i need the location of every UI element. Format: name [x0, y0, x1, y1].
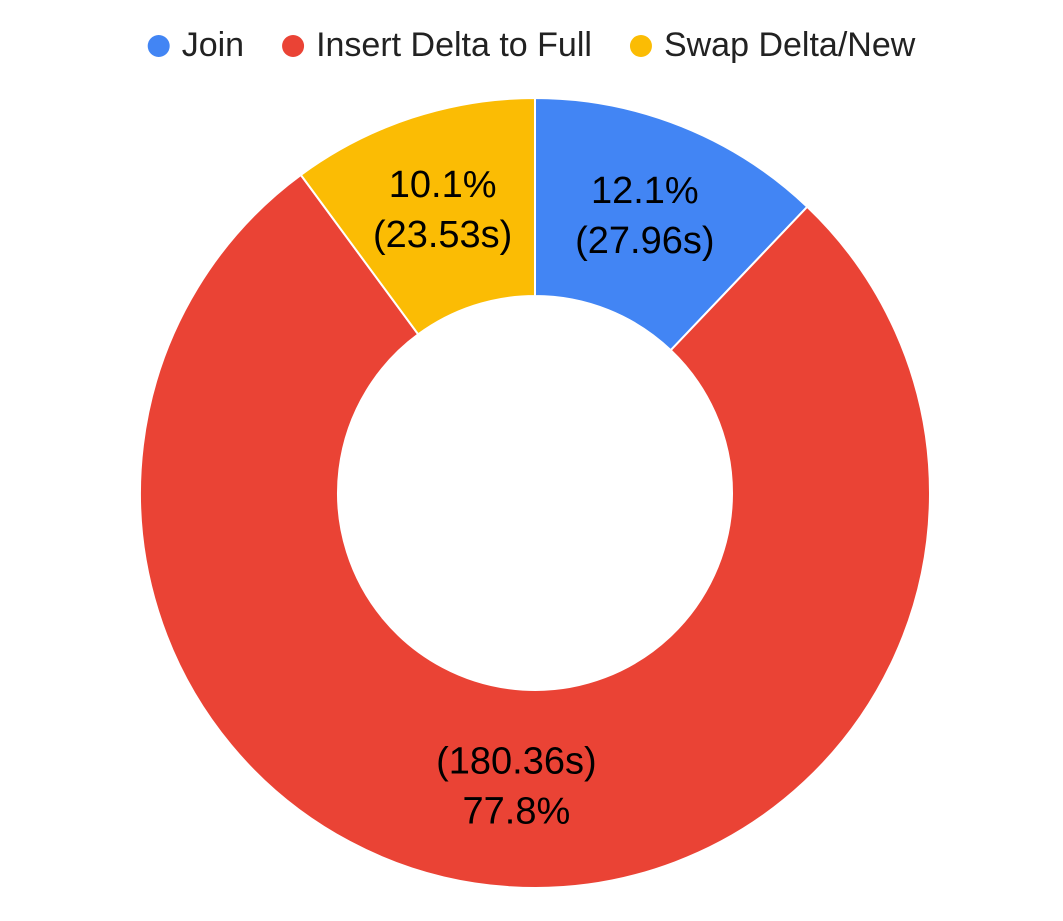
percent-label: 10.1% — [389, 164, 497, 206]
legend-label: Join — [182, 26, 244, 64]
legend-marker — [147, 35, 170, 57]
legend-label: Insert Delta to Full — [316, 26, 592, 64]
legend-marker — [282, 35, 305, 57]
legend-label: Swap Delta/New — [664, 26, 916, 64]
duration-label: (23.53s) — [373, 214, 512, 256]
percent-label: 77.8% — [463, 790, 571, 832]
slice — [299, 96, 536, 336]
slice — [534, 96, 809, 352]
slice — [139, 173, 931, 889]
duration-label: (27.96s) — [575, 220, 714, 262]
percent-label: 12.1% — [591, 170, 699, 212]
legend-marker — [629, 35, 652, 57]
duration-label: (180.36s) — [436, 740, 597, 782]
